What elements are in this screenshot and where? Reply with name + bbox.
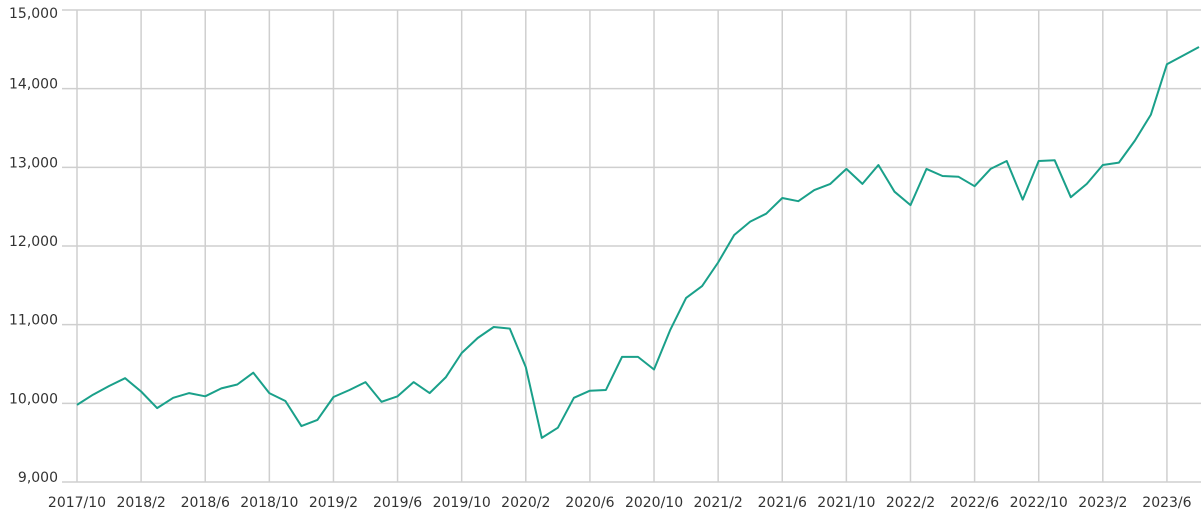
y-tick-label: 15,000 <box>9 6 58 22</box>
x-tick-label: 2020/2 <box>501 495 550 511</box>
data-line <box>76 46 1200 439</box>
x-tick-label: 2022/6 <box>950 495 999 511</box>
x-tick-label: 2019/10 <box>433 495 491 511</box>
y-tick-label: 9,000 <box>18 470 58 486</box>
x-tick-label: 2018/6 <box>181 495 230 511</box>
x-tick-label: 2017/10 <box>48 495 106 511</box>
y-tick-label: 14,000 <box>9 77 58 93</box>
x-tick-label: 2023/2 <box>1078 495 1127 511</box>
y-tick-label: 12,000 <box>9 234 58 250</box>
x-tick-label: 2023/6 <box>1142 495 1191 511</box>
x-tick-label: 2019/6 <box>373 495 422 511</box>
y-tick-label: 10,000 <box>9 391 58 407</box>
x-tick-label: 2018/2 <box>116 495 165 511</box>
y-tick-label: 13,000 <box>9 155 58 171</box>
x-tick-label: 2019/2 <box>309 495 358 511</box>
y-tick-label: 11,000 <box>9 313 58 329</box>
x-tick-label: 2020/6 <box>565 495 614 511</box>
x-tick-label: 2021/6 <box>758 495 807 511</box>
x-tick-label: 2021/2 <box>694 495 743 511</box>
x-tick-label: 2022/10 <box>1010 495 1068 511</box>
x-tick-label: 2018/10 <box>240 495 298 511</box>
x-tick-label: 2021/10 <box>817 495 875 511</box>
x-tick-label: 2022/2 <box>886 495 935 511</box>
x-tick-label: 2020/10 <box>625 495 683 511</box>
